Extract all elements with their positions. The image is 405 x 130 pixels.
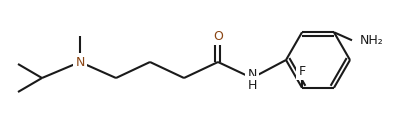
Text: H: H [247,79,256,92]
Text: NH₂: NH₂ [359,34,383,47]
Text: F: F [298,65,305,78]
Text: N: N [247,67,256,80]
Text: N: N [75,56,85,69]
Text: O: O [213,30,222,43]
